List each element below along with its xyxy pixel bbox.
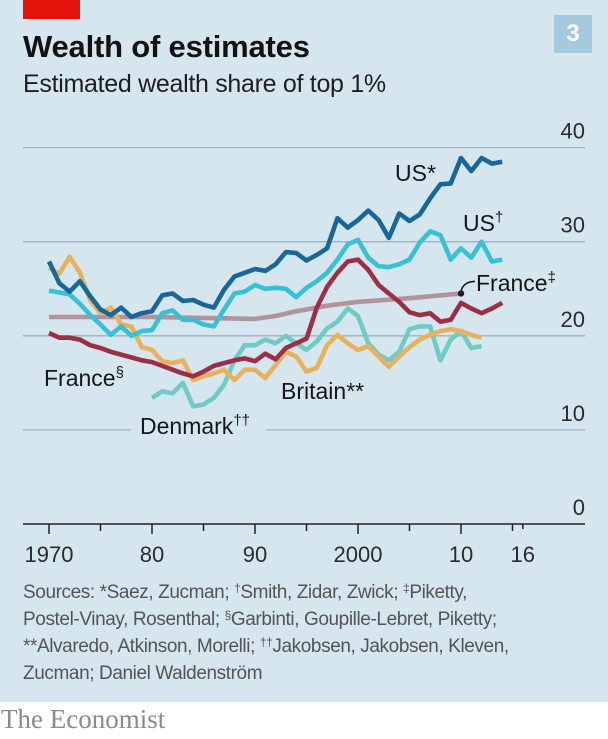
series-line-us-smith-zidar-zwick [48, 229, 503, 339]
series-label-britain: Britain** [281, 378, 364, 404]
footnote-text: Piketty, [409, 582, 467, 603]
footnote-marker: ‡ [403, 581, 410, 595]
series-label-name: France [476, 270, 548, 296]
axes: 0 10 20 30 40 1970 80 90 2000 10 16 [25, 119, 585, 567]
chart-title: Wealth of estimates [23, 29, 310, 64]
series-lines [46, 155, 504, 409]
sources-footnote: Sources: *Saez, Zucman; †Smith, Zidar, Z… [23, 579, 509, 687]
france-series-end-dot [457, 290, 465, 297]
footnote-line: Zucman; Daniel Waldenström [23, 660, 509, 687]
series-label-france-piketty: France‡ [476, 269, 556, 296]
series-label-us-smith-zidar-zwick: US† [463, 209, 503, 236]
footnote-marker: † [234, 581, 241, 595]
y-tick-label: 0 [573, 495, 585, 520]
footnote-text: Zucman; Daniel Waldenström [23, 663, 263, 684]
series-label-mark: ‡ [548, 269, 556, 286]
y-tick-label: 30 [561, 213, 585, 238]
footnote-line: Postel-Vinay, Rosenthal; §Garbinti, Goup… [23, 606, 509, 633]
series-label-mark: ** [346, 378, 364, 404]
series-label-mark: § [116, 364, 124, 381]
series-labels: US* US† France‡ France§ Britain** Denmar… [44, 160, 556, 439]
footnote-line: Sources: *Saez, Zucman; †Smith, Zidar, Z… [23, 579, 509, 606]
x-tick-label: 2000 [334, 542, 383, 567]
denmark-label-gridline-mask [131, 424, 266, 435]
series-line-france-garbinti-goupille-lebret-piketty [48, 257, 504, 379]
x-tick-label: 16 [511, 542, 535, 567]
footnote-text: Postel-Vinay, Rosenthal; [23, 609, 225, 630]
series-label-denmark: Denmark†† [140, 412, 250, 439]
series-line-denmark [150, 306, 482, 409]
footnote-text: Garbinti, Goupille-Lebret, Piketty; [230, 609, 497, 630]
footnote-text: **Alvaredo, Atkinson, Morelli; [23, 636, 260, 657]
footnote-line: **Alvaredo, Atkinson, Morelli; ††Jakobse… [23, 633, 509, 660]
series-label-mark: †† [233, 412, 250, 429]
x-tick-label: 1970 [25, 542, 74, 567]
x-tick-label: 80 [140, 542, 164, 567]
series-label-france-garbinti: France§ [44, 364, 124, 391]
footnote-text: Smith, Zidar, Zwick; [240, 582, 404, 603]
series-label-name: US [395, 160, 427, 186]
footnote-text: Sources: *Saez, Zucman; [23, 582, 235, 603]
series-label-us-saez-zucman: US* [395, 160, 436, 186]
series-label-mark: * [427, 160, 436, 186]
series-label-name: France [44, 365, 116, 391]
x-tick-label: 90 [243, 542, 267, 567]
economist-red-tag [23, 0, 80, 19]
series-label-name: US [463, 210, 495, 236]
chart-panel: Wealth of estimates Estimated wealth sha… [0, 0, 608, 702]
chart-subtitle: Estimated wealth share of top 1% [23, 70, 386, 98]
markers [457, 280, 476, 297]
series-line-us-saez-zucman [46, 155, 503, 320]
footnote-marker: †† [259, 635, 273, 649]
series-label-name: Denmark [140, 413, 234, 439]
brand-wordmark: The Economist [1, 704, 166, 734]
y-tick-label: 20 [561, 307, 585, 332]
chart-number-badge: 3 [554, 15, 592, 53]
footnote-marker: § [224, 608, 232, 622]
series-label-mark: † [495, 209, 503, 226]
y-tick-label: 40 [561, 119, 585, 144]
x-tick-label: 10 [449, 542, 473, 567]
gridlines [23, 146, 585, 525]
y-tick-label: 10 [561, 401, 585, 426]
footnote-text: Jakobsen, Jakobsen, Kleven, [272, 636, 509, 657]
series-label-name: Britain [281, 378, 346, 404]
